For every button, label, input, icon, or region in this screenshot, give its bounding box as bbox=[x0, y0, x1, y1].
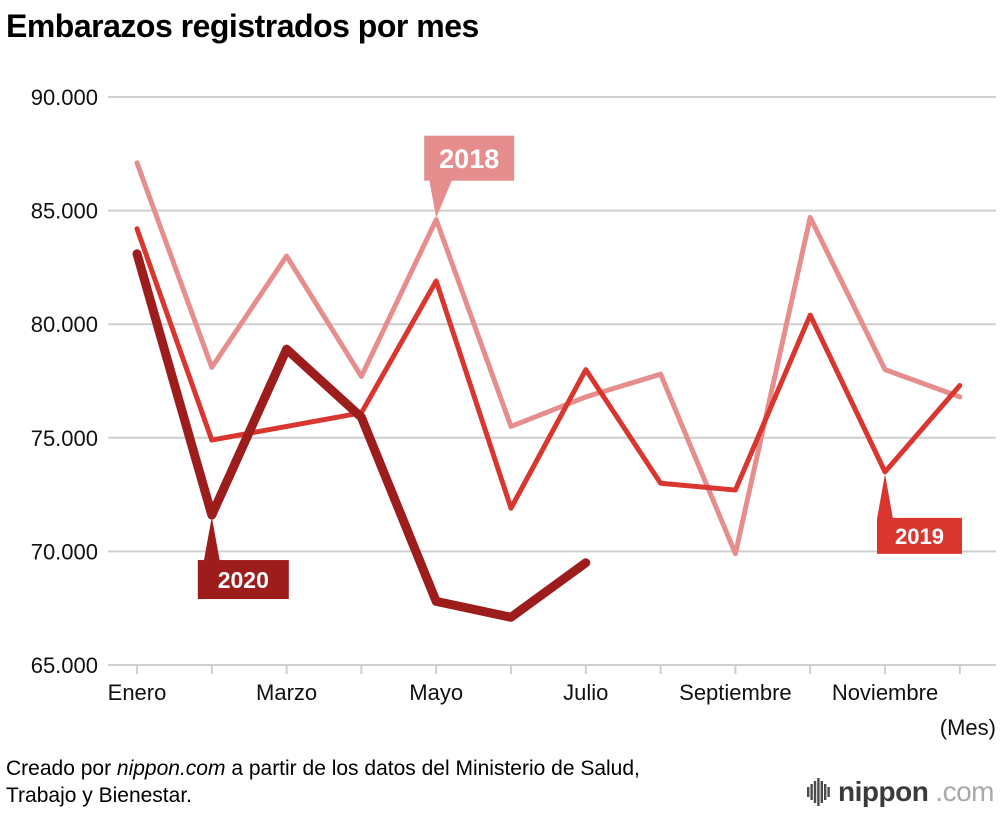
callout-pointer-2018 bbox=[429, 179, 453, 218]
footer: Creado por nippon.com a partir de los da… bbox=[6, 755, 994, 810]
source-prefix: Creado por bbox=[6, 756, 117, 780]
y-axis-label: 70.000 bbox=[31, 539, 98, 564]
source-note: Creado por nippon.com a partir de los da… bbox=[6, 755, 706, 810]
source-suffix: a partir de los datos del Ministerio de … bbox=[6, 756, 640, 808]
x-axis-label: Enero bbox=[108, 680, 167, 705]
callout-box-2018 bbox=[424, 135, 515, 181]
source-brand: nippon.com bbox=[116, 756, 226, 780]
x-axis-label: Marzo bbox=[256, 680, 317, 705]
y-axis-label: 75.000 bbox=[31, 426, 98, 451]
callout-pointer-2019 bbox=[877, 473, 893, 519]
x-axis-label: Noviembre bbox=[832, 680, 938, 705]
y-axis-label: 80.000 bbox=[31, 312, 98, 337]
callout-pointer-2020 bbox=[203, 517, 220, 562]
series-line-2018 bbox=[134, 160, 963, 557]
callout-label-2020: 2020 bbox=[218, 567, 269, 593]
x-axis-label: Septiembre bbox=[679, 680, 792, 705]
x-axis-label: Julio bbox=[563, 680, 608, 705]
line-chart: 65.000 70.000 75.000 80.000 85.000 90.000 Ener… bbox=[31, 85, 996, 740]
callout-label-2019: 2019 bbox=[895, 524, 944, 549]
x-axis-unit: (Mes) bbox=[940, 715, 996, 740]
y-axis-label: 85.000 bbox=[31, 199, 98, 224]
callout-label-2018: 2018 bbox=[439, 144, 499, 174]
y-axis-label: 65.000 bbox=[31, 653, 98, 678]
series-line-2019 bbox=[134, 226, 963, 511]
nippon-logo-icon bbox=[807, 778, 830, 806]
chart-title: Embarazos registrados por mes bbox=[6, 8, 479, 44]
x-axis-label: Mayo bbox=[409, 680, 463, 705]
callout-box-2020 bbox=[197, 560, 289, 600]
callout-box-2019 bbox=[877, 517, 962, 554]
series-line-2020 bbox=[132, 249, 591, 622]
y-axis-label: 90.000 bbox=[31, 85, 98, 110]
logo-name: nippon bbox=[838, 776, 929, 807]
logo-tld: .com bbox=[935, 776, 994, 807]
nippon-logo: nippon .com bbox=[807, 776, 994, 810]
